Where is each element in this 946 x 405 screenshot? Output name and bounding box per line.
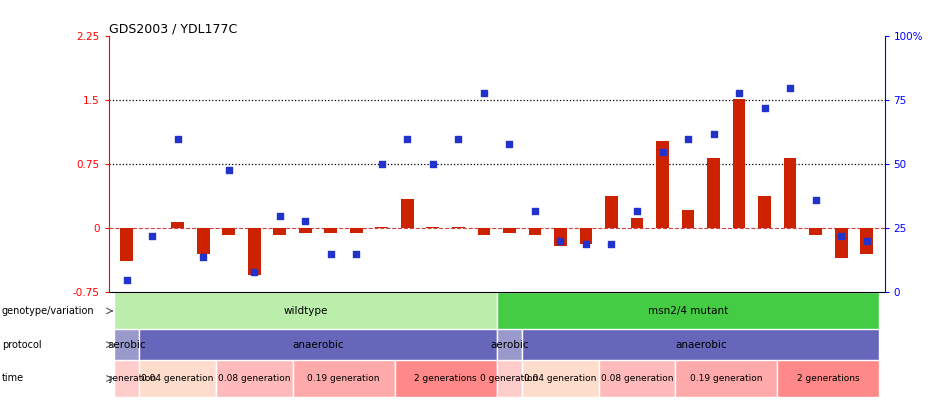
Bar [114, 292, 497, 329]
Bar [376, 227, 388, 228]
Text: genotype/variation: genotype/variation [2, 306, 95, 316]
Point [298, 217, 313, 224]
Point [375, 161, 390, 168]
Text: 0.04 generation: 0.04 generation [142, 374, 214, 383]
Point [655, 148, 670, 155]
Bar [324, 228, 337, 233]
Bar [497, 360, 522, 397]
Text: GDS2003 / YDL177C: GDS2003 / YDL177C [109, 22, 237, 35]
Point [706, 130, 721, 137]
Text: anaerobic: anaerobic [675, 340, 727, 350]
Bar [171, 222, 184, 228]
Text: time: time [2, 373, 24, 384]
Text: aerobic: aerobic [107, 340, 146, 350]
Bar [497, 329, 522, 360]
Bar [222, 228, 236, 235]
Point [782, 84, 797, 91]
Bar [503, 228, 516, 233]
Bar [631, 218, 643, 228]
Bar [401, 198, 413, 228]
Point [196, 254, 211, 260]
Point [680, 136, 695, 142]
Bar [605, 196, 618, 228]
Point [119, 276, 134, 283]
Text: anaerobic: anaerobic [292, 340, 343, 350]
Bar [708, 158, 720, 228]
Bar [273, 228, 286, 235]
Bar [292, 360, 394, 397]
Bar [120, 228, 133, 261]
Point [808, 197, 823, 204]
Point [757, 105, 772, 111]
Bar [783, 158, 797, 228]
Bar [860, 228, 873, 254]
Bar [478, 228, 490, 235]
Bar [778, 360, 880, 397]
Bar [809, 228, 822, 235]
Text: aerobic: aerobic [490, 340, 529, 350]
Point [451, 136, 466, 142]
Point [170, 136, 185, 142]
Point [477, 90, 492, 96]
Point [272, 212, 288, 219]
Bar [675, 360, 778, 397]
Text: 0.08 generation: 0.08 generation [218, 374, 290, 383]
Bar [657, 141, 669, 228]
Point [833, 233, 849, 239]
Bar [394, 360, 497, 397]
Text: 0.04 generation: 0.04 generation [524, 374, 597, 383]
Text: wildtype: wildtype [283, 306, 327, 316]
Point [731, 90, 746, 96]
Bar [248, 228, 260, 275]
Bar [758, 196, 771, 228]
Text: 2 generations: 2 generations [414, 374, 477, 383]
Text: 0 generation: 0 generation [481, 374, 538, 383]
Bar [580, 228, 592, 244]
Bar [139, 360, 216, 397]
Bar [299, 228, 311, 233]
Point [400, 136, 415, 142]
Bar [522, 329, 880, 360]
Bar [139, 329, 497, 360]
Text: 0.19 generation: 0.19 generation [307, 374, 379, 383]
Point [629, 207, 644, 214]
Point [578, 241, 593, 247]
Bar [427, 227, 439, 228]
Text: 2 generations: 2 generations [797, 374, 860, 383]
Bar [114, 329, 139, 360]
Bar [452, 227, 464, 228]
Point [604, 241, 619, 247]
Bar [733, 99, 745, 228]
Point [247, 269, 262, 275]
Bar [497, 292, 880, 329]
Bar [834, 228, 848, 258]
Bar [114, 360, 139, 397]
Point [859, 238, 874, 245]
Text: msn2/4 mutant: msn2/4 mutant [648, 306, 728, 316]
Point [221, 166, 236, 173]
Bar [529, 228, 541, 235]
Point [426, 161, 441, 168]
Text: 0 generation: 0 generation [97, 374, 156, 383]
Point [324, 251, 339, 257]
Bar [682, 210, 694, 228]
Text: 0.19 generation: 0.19 generation [690, 374, 762, 383]
Bar [216, 360, 292, 397]
Bar [599, 360, 675, 397]
Bar [197, 228, 210, 254]
Point [145, 233, 160, 239]
Bar [554, 228, 567, 245]
Bar [350, 228, 362, 233]
Point [527, 207, 542, 214]
Text: protocol: protocol [2, 340, 42, 350]
Text: 0.08 generation: 0.08 generation [601, 374, 674, 383]
Point [349, 251, 364, 257]
Bar [522, 360, 599, 397]
Point [501, 141, 517, 147]
Point [552, 238, 568, 245]
